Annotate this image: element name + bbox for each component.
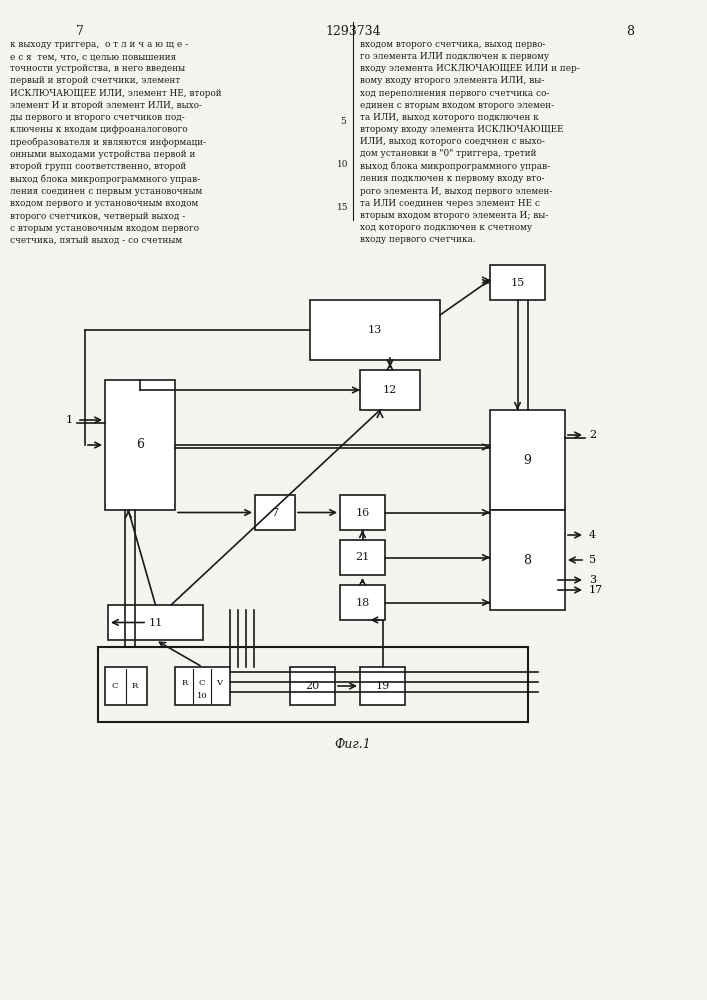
Text: 19: 19 [375,681,390,691]
Text: 12: 12 [383,385,397,395]
Text: входом второго счетчика, выход перво-
го элемента ИЛИ подключен к первому
входу : входом второго счетчика, выход перво- го… [360,40,580,244]
Bar [340,540,385,575]
Bar [98,647,528,722]
Text: 5: 5 [589,555,596,565]
Text: 7: 7 [76,25,84,38]
Text: 15: 15 [510,277,525,288]
Text: к выходу триггера,  о т л и ч а ю щ е -
е с я  тем, что, с целью повышения
точно: к выходу триггера, о т л и ч а ю щ е - е… [10,40,221,245]
Bar [360,667,405,705]
Text: 11: 11 [148,617,163,628]
Bar [310,300,440,360]
Text: 9: 9 [524,454,532,466]
Text: 1293734: 1293734 [325,25,381,38]
Text: C: C [199,679,205,687]
Bar [340,585,385,620]
Text: 13: 13 [368,325,382,335]
Text: 6: 6 [136,438,144,452]
Text: 17: 17 [589,585,603,595]
Text: 20: 20 [305,681,320,691]
Text: 8: 8 [523,554,532,566]
Text: 21: 21 [356,552,370,562]
Text: 10: 10 [337,160,349,169]
Text: 5: 5 [340,117,346,126]
Text: 16: 16 [356,508,370,518]
Text: 7: 7 [271,508,279,518]
Bar [490,265,545,300]
Bar [105,667,147,705]
Bar [360,370,420,410]
Text: 10: 10 [197,692,207,700]
Bar [105,380,175,510]
Text: R: R [182,679,188,687]
Text: 4: 4 [589,530,596,540]
Text: C: C [112,682,118,690]
Text: Фиг.1: Фиг.1 [334,738,371,752]
Bar [490,410,565,510]
Text: R: R [132,682,138,690]
Text: 18: 18 [356,597,370,607]
Text: 8: 8 [626,25,634,38]
Bar [175,667,230,705]
Text: V: V [216,679,222,687]
Bar [490,510,565,610]
Bar [108,605,203,640]
Text: 15: 15 [337,203,349,212]
Bar [340,495,385,530]
Text: 3: 3 [589,575,596,585]
Text: 2: 2 [589,430,596,440]
Text: 1: 1 [66,415,73,425]
Bar [255,495,295,530]
Bar [290,667,335,705]
